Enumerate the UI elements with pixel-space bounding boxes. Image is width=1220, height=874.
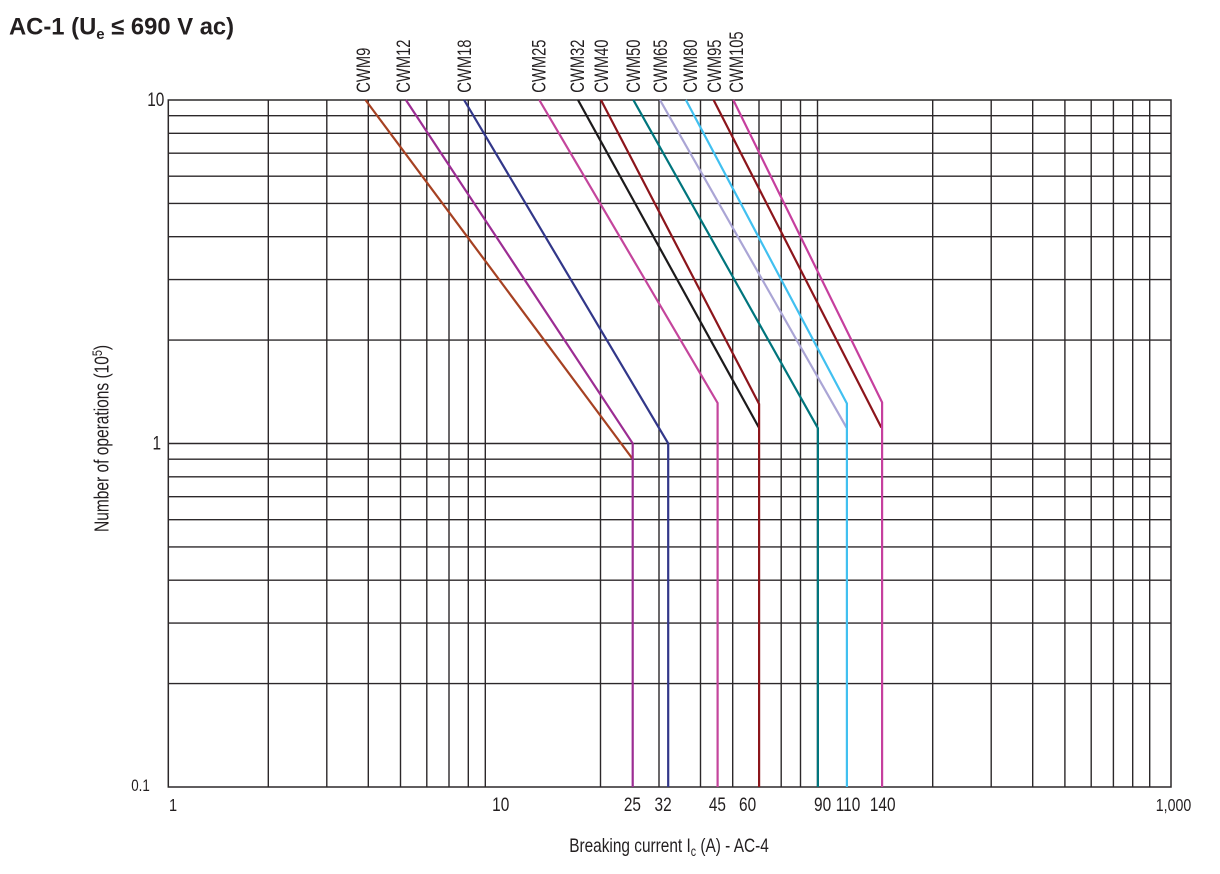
svg-text:CWM40: CWM40 (591, 40, 612, 93)
svg-text:90: 90 (814, 793, 831, 815)
svg-text:AC-1 (Ue ≤ 690 V ac): AC-1 (Ue ≤ 690 V ac) (9, 14, 234, 44)
svg-text:140: 140 (870, 793, 896, 815)
svg-text:CWM95: CWM95 (704, 40, 725, 93)
svg-text:CWM32: CWM32 (567, 40, 588, 93)
svg-text:CWM9: CWM9 (353, 48, 374, 93)
svg-text:10: 10 (492, 793, 509, 815)
svg-text:CWM105: CWM105 (726, 31, 747, 92)
svg-text:CWM25: CWM25 (529, 40, 550, 93)
svg-text:CWM80: CWM80 (680, 40, 701, 93)
svg-text:CWM65: CWM65 (650, 40, 671, 93)
svg-text:Number of operations (105): Number of operations (105) (90, 345, 113, 532)
svg-text:1: 1 (169, 795, 177, 815)
svg-text:25: 25 (624, 793, 641, 815)
svg-text:1,000: 1,000 (1156, 797, 1192, 816)
svg-text:0.1: 0.1 (131, 777, 150, 796)
svg-text:CWM12: CWM12 (393, 40, 414, 93)
svg-text:CWM50: CWM50 (623, 40, 644, 93)
svg-text:32: 32 (655, 793, 672, 815)
svg-text:60: 60 (739, 793, 756, 815)
svg-text:45: 45 (709, 793, 726, 815)
svg-text:110: 110 (836, 793, 861, 815)
svg-text:1: 1 (152, 432, 161, 454)
svg-text:Breaking current Ic (A) - AC-4: Breaking current Ic (A) - AC-4 (569, 834, 769, 859)
svg-text:10: 10 (147, 88, 164, 110)
svg-text:CWM18: CWM18 (454, 40, 475, 93)
